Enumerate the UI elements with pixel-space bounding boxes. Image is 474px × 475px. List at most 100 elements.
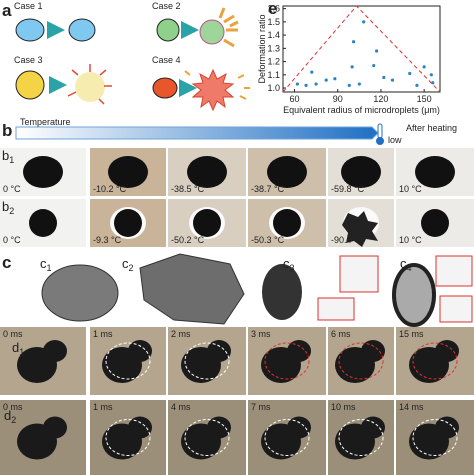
video-frame: 14 ms: [396, 400, 474, 475]
temperature-label: -90.4 °C: [331, 235, 365, 245]
y-tick-label: 1.3: [267, 43, 280, 53]
sub-panel-index: 4: [407, 263, 412, 273]
droplet: [415, 156, 455, 188]
y-tick-label: 1.1: [267, 70, 280, 80]
temperature-label: 10 °C: [399, 184, 422, 194]
sub-panel-index: 1: [47, 263, 52, 273]
sub-panel-letter: d: [12, 340, 19, 355]
sub-panel-letter: c: [122, 256, 129, 271]
droplet: [267, 156, 307, 188]
x-tick-label: 60: [290, 94, 300, 104]
micrograph: -90.4 °C: [328, 199, 394, 247]
droplet-cryo: [392, 263, 436, 327]
droplet-cryo: [139, 253, 245, 325]
data-point: [375, 49, 379, 53]
y-axis-label: Deformation ratio: [257, 14, 267, 83]
zoom-box: [435, 255, 473, 287]
temperature-label: 0 °C: [3, 184, 21, 194]
data-point: [347, 83, 351, 87]
droplet: [29, 209, 57, 237]
droplet: [43, 340, 67, 362]
data-point: [390, 78, 395, 82]
highlight-ring: [264, 419, 310, 456]
y-tick-label: 1.6: [267, 4, 280, 14]
sub-panel-label: c3: [283, 256, 295, 273]
sub-panel-index: 2: [129, 263, 134, 273]
video-frame: 6 ms: [328, 327, 394, 395]
case-label: Case 1: [14, 1, 43, 11]
plot-frame: [282, 5, 441, 93]
micrograph: -50.3 °C: [248, 199, 326, 247]
zoom-box: [339, 255, 379, 293]
x-axis-label: Equivalent radius of microdroplets (μm): [283, 105, 440, 115]
sub-panel-label: c1: [40, 256, 52, 273]
temperature-label: Temperature: [20, 117, 71, 127]
droplet: [435, 416, 459, 439]
time-label: 3 ms: [251, 329, 271, 339]
video-frame: 1 ms: [90, 400, 166, 475]
sub-panel-label: c4: [400, 256, 412, 273]
droplet: [114, 209, 142, 237]
low-label: low: [388, 135, 402, 145]
droplet: [207, 416, 231, 439]
data-point: [310, 70, 314, 74]
droplet-cryo: [41, 264, 119, 322]
micrograph: -38.7 °C: [248, 148, 326, 196]
droplet: [43, 416, 67, 439]
micrograph: 10 °C: [396, 199, 474, 247]
panel-c-art: [41, 253, 473, 327]
sub-panel-letter: c: [283, 256, 290, 271]
highlight-ring: [412, 419, 458, 456]
micrograph: -38.5 °C: [168, 148, 246, 196]
highlight-ring: [412, 342, 458, 380]
case-label: Case 2: [152, 1, 181, 11]
sub-panel-label: b1: [2, 148, 14, 165]
time-label: 6 ms: [331, 329, 351, 339]
y-tick-label: 1.0: [267, 83, 280, 93]
y-tick-label: 1.5: [267, 17, 280, 27]
data-point: [415, 83, 419, 87]
x-tick-label: 90: [333, 94, 343, 104]
x-tick-label: 120: [373, 94, 388, 104]
time-label: 1 ms: [93, 329, 113, 339]
time-label: 15 ms: [399, 329, 424, 339]
highlight-ring: [338, 342, 384, 380]
y-tick-label: 1.4: [267, 30, 280, 40]
case-label: Case 4: [152, 55, 181, 65]
video-frame: 0 ms: [0, 400, 86, 475]
video-frame: 0 ms: [0, 327, 86, 395]
micrograph: -50.2 °C: [168, 199, 246, 247]
data-point: [350, 65, 354, 69]
x-tick-label: 150: [417, 94, 432, 104]
data-point: [382, 75, 386, 80]
droplet: [207, 340, 231, 362]
panel-label: a: [2, 1, 12, 20]
data-point: [333, 77, 337, 81]
temperature-label: -10.2 °C: [93, 184, 127, 194]
temperature-label: -38.7 °C: [251, 184, 285, 194]
sub-panel-letter: c: [400, 256, 407, 271]
thermometer: [376, 123, 384, 145]
sub-panel-label: d1: [12, 340, 24, 357]
highlight-ring: [264, 342, 310, 380]
guide-triangle: [282, 5, 441, 93]
video-frame: 15 ms: [396, 327, 474, 395]
droplet: [193, 209, 221, 237]
sub-panel-index: 2: [9, 206, 14, 216]
video-frame: 1 ms: [90, 327, 166, 395]
sub-panel-index: 1: [9, 155, 14, 165]
droplet: [361, 340, 385, 362]
after-heating-label: After heating: [406, 123, 457, 133]
droplet: [187, 156, 227, 188]
data-point: [324, 78, 328, 82]
time-label: 4 ms: [171, 402, 191, 412]
droplet: [128, 416, 152, 439]
highlight-ring: [338, 419, 384, 456]
highlight-ring: [184, 342, 230, 380]
sub-panel-letter: b: [2, 148, 9, 163]
sub-panel-label: d2: [4, 408, 16, 425]
data-point: [362, 20, 366, 24]
time-label: 10 ms: [331, 402, 356, 412]
data-point: [431, 81, 435, 85]
